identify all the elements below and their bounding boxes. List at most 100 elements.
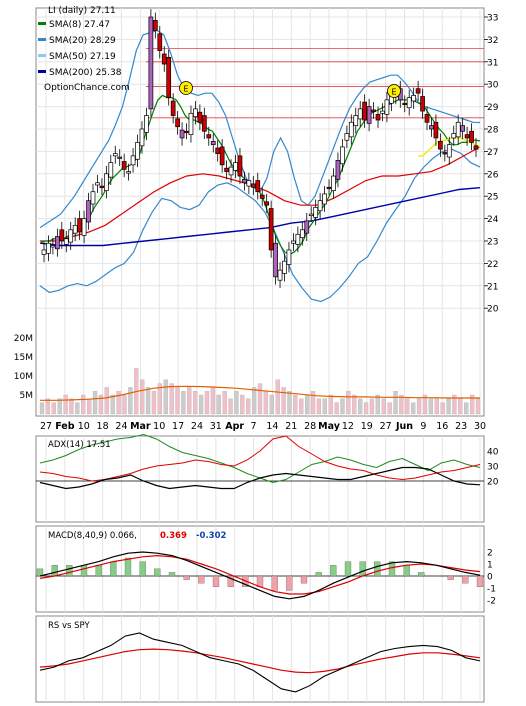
volume-bar: [75, 402, 80, 415]
price-tick-label: 24: [487, 215, 499, 225]
candle-body: [277, 269, 283, 281]
x-tick-label: 30: [474, 421, 486, 432]
x-tick-label: 27: [380, 421, 392, 432]
volume-average-line: [40, 385, 480, 401]
candle-body: [286, 249, 292, 265]
volume-bar: [122, 394, 127, 415]
volume-bar: [263, 391, 269, 415]
volume-tick-label: 10M: [14, 372, 33, 382]
candle-body: [460, 125, 465, 132]
x-tick-label: 17: [172, 421, 184, 432]
candle-body: [228, 166, 234, 176]
legend-swatch-sma200: [38, 70, 46, 73]
candle-body: [166, 56, 172, 98]
volume-bar: [287, 391, 292, 415]
volume-bar: [310, 391, 316, 415]
svg-text:E: E: [391, 88, 396, 97]
macd-histogram-bar: [212, 575, 220, 587]
volume-bar: [204, 391, 210, 415]
volume-bar: [98, 394, 104, 415]
x-tick-label: 24: [191, 421, 203, 432]
candle-body: [353, 115, 359, 126]
adx-axis: 40 30 20: [487, 448, 499, 488]
volume-bar: [140, 379, 145, 415]
macd-histogram-bar: [271, 575, 278, 591]
candle-body: [411, 95, 416, 102]
adx-line: [39, 466, 481, 490]
candle-body: [161, 53, 167, 65]
volume-bar: [275, 379, 280, 415]
candle-body: [215, 147, 221, 154]
candle-body: [282, 260, 287, 274]
candle-body: [371, 109, 376, 112]
volume-bar: [151, 391, 157, 415]
volume-bar: [157, 383, 162, 415]
price-tick-label: 29: [487, 103, 499, 113]
macd-histogram-bar: [95, 565, 102, 577]
candle-body: [130, 155, 136, 166]
volume-bar: [452, 394, 457, 415]
candle-body: [362, 101, 368, 121]
sma200-line: [39, 187, 481, 247]
rs-average-line: [39, 648, 481, 674]
price-tick-label: 23: [487, 238, 498, 248]
macd-histogram-bar: [300, 575, 308, 584]
price-tick-label: 32: [487, 36, 498, 46]
x-tick-label: 21: [285, 421, 297, 432]
macd-histogram-bar: [403, 565, 410, 577]
legend-sma20: SMA(20) 28.29: [49, 36, 116, 46]
candle-body: [77, 218, 82, 233]
macd-tick-label: 2: [487, 549, 493, 559]
candle-body: [148, 16, 154, 110]
volume-bar: [240, 394, 245, 415]
candle-body: [273, 242, 278, 278]
candle-body: [442, 152, 448, 155]
volume-tick-label: 15M: [14, 353, 33, 363]
volume-bar: [169, 383, 174, 415]
rs-line: [39, 632, 481, 693]
volume-bar: [440, 402, 445, 415]
volume-bar: [304, 394, 310, 415]
macd-hist-value: -0.302: [196, 531, 226, 541]
candle-body: [108, 162, 114, 178]
x-axis: 27 Feb 10 18 24 Mar 10 17 24 31 Apr 7 14 21 28 May 12 19 2…: [40, 421, 486, 432]
macd-histogram-bar: [154, 568, 161, 577]
candle-body: [335, 160, 341, 180]
volume-bar: [110, 394, 115, 415]
candle-body: [170, 100, 176, 116]
x-tick-label: May: [318, 421, 341, 432]
candle-body: [157, 33, 163, 51]
volume-bar: [458, 398, 463, 415]
candle-body: [308, 213, 314, 216]
symbol-label: LI (daily) 27.11: [48, 6, 116, 16]
volume-bar: [328, 394, 333, 415]
candle-body: [246, 180, 252, 187]
adx-tick-label: 30: [487, 463, 499, 473]
candle-body: [268, 208, 274, 251]
candle-body: [126, 171, 131, 174]
bollinger-lower-line: [39, 148, 481, 303]
volume-bar: [363, 402, 369, 415]
volume-bar: [299, 398, 304, 415]
volume-bar: [375, 394, 380, 415]
candle-body: [295, 233, 301, 245]
candle-body: [188, 112, 194, 135]
candle-body: [233, 162, 238, 171]
adx-minus-di-line: [39, 435, 481, 482]
volume-bar: [399, 394, 404, 415]
volume-bar: [411, 402, 416, 415]
macd-histogram-bar: [80, 565, 88, 577]
volume-bars: [39, 368, 481, 415]
macd-histogram-bar: [476, 575, 484, 588]
volume-bar: [104, 387, 109, 415]
volume-tick-label: 5M: [20, 391, 34, 401]
price-tick-label: 25: [487, 193, 498, 203]
macd-histogram-bar: [139, 561, 146, 577]
price-tick-label: 28: [487, 126, 499, 136]
x-tick-label: 27: [40, 421, 52, 432]
volume-bar: [293, 394, 298, 415]
macd-histogram-bar: [286, 575, 293, 591]
volume-bar: [128, 387, 133, 415]
x-tick-label: 14: [266, 421, 278, 432]
volume-bar: [181, 391, 186, 415]
